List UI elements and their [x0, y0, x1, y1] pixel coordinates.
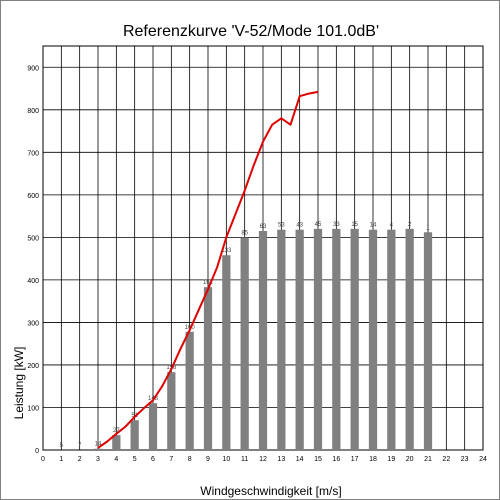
bar — [405, 228, 414, 450]
tick-layer: 0 1 2 3 4 5 6 7 8 9 10 11 12 13 14 15 16 17 18 19 20 21 22 23 24… — [27, 65, 487, 463]
x-tick-label: 7 — [169, 456, 173, 463]
x-tick-label: 13 — [277, 456, 285, 463]
bar-value-label: 53 — [278, 223, 285, 229]
bar — [203, 287, 213, 450]
x-tick-label: 20 — [406, 456, 414, 463]
bar — [167, 372, 176, 450]
x-tick-label: 6 — [151, 456, 155, 463]
bar-value-label: 133 — [221, 248, 232, 254]
bar-value-label: 161 — [203, 280, 214, 286]
x-tick-label: 8 — [188, 456, 192, 463]
x-axis-label: Windgeschwindigkeit [m/s] — [200, 484, 341, 498]
y-tick-label: 400 — [27, 278, 39, 285]
x-tick-label: 11 — [241, 456, 248, 463]
x-tick-label: 18 — [369, 456, 377, 463]
y-tick-label: 100 — [27, 405, 39, 412]
y-tick-label: 0 — [35, 448, 39, 455]
bar-value-label: 2 — [408, 222, 412, 228]
x-tick-label: 5 — [133, 456, 137, 463]
bar-value-label: 5 — [60, 443, 64, 449]
bar-value-label: 27 — [113, 428, 120, 434]
y-tick-label: 700 — [27, 150, 39, 157]
x-tick-label: 10 — [222, 456, 230, 463]
bar — [295, 229, 304, 450]
y-axis-label: Leistung [kW] — [12, 347, 26, 420]
y-tick-label: 900 — [27, 65, 39, 72]
x-tick-label: 24 — [479, 456, 487, 463]
bar — [277, 229, 286, 450]
y-tick-label: 600 — [27, 193, 39, 200]
x-tick-label: 0 — [41, 456, 45, 463]
bar-value-label: 45 — [315, 222, 322, 228]
bar — [185, 331, 194, 450]
x-tick-label: 12 — [259, 456, 267, 463]
bar-value-label: 14 — [370, 223, 377, 229]
bar-value-label: 7 — [78, 443, 82, 449]
x-tick-label: 15 — [314, 456, 322, 463]
x-tick-label: 14 — [296, 456, 304, 463]
curve-layer — [97, 90, 319, 449]
chart-title: Referenzkurve 'V-52/Mode 101.0dB' — [123, 23, 379, 40]
x-tick-label: 17 — [351, 456, 359, 463]
bar-value-label: 4 — [390, 223, 394, 229]
x-tick-label: 9 — [206, 456, 210, 463]
bar — [350, 228, 359, 450]
bar-value-label: 14 — [95, 442, 102, 448]
bar — [387, 229, 396, 450]
y-tick-label: 500 — [27, 235, 39, 242]
x-tick-label: 16 — [332, 456, 340, 463]
x-tick-label: 23 — [461, 456, 469, 463]
bar-value-label: 1 — [426, 225, 430, 231]
bar — [332, 228, 341, 450]
x-tick-label: 1 — [59, 456, 63, 463]
x-tick-label: 2 — [78, 456, 82, 463]
y-tick-label: 200 — [27, 363, 39, 370]
y-tick-label: 800 — [27, 108, 39, 115]
bar-value-label: 15 — [351, 222, 358, 228]
bar — [130, 420, 139, 450]
power-curve-line — [97, 90, 319, 449]
x-tick-label: 4 — [114, 456, 118, 463]
bar — [258, 230, 268, 450]
bar-value-label: 63 — [260, 224, 267, 230]
bar — [93, 448, 103, 450]
y-tick-label: 300 — [27, 320, 39, 327]
bar — [222, 255, 231, 450]
bar-value-label: 85 — [241, 230, 248, 236]
x-tick-label: 19 — [387, 456, 395, 463]
x-tick-label: 21 — [424, 456, 432, 463]
bar — [368, 229, 378, 450]
bar-value-label: 33 — [333, 222, 340, 228]
bar — [313, 228, 323, 450]
bar — [112, 435, 121, 450]
bar — [148, 403, 158, 450]
bar — [423, 232, 433, 450]
x-tick-label: 3 — [96, 456, 100, 463]
bar-value-label: 43 — [296, 223, 303, 229]
bar — [240, 237, 249, 450]
x-tick-label: 22 — [442, 456, 450, 463]
